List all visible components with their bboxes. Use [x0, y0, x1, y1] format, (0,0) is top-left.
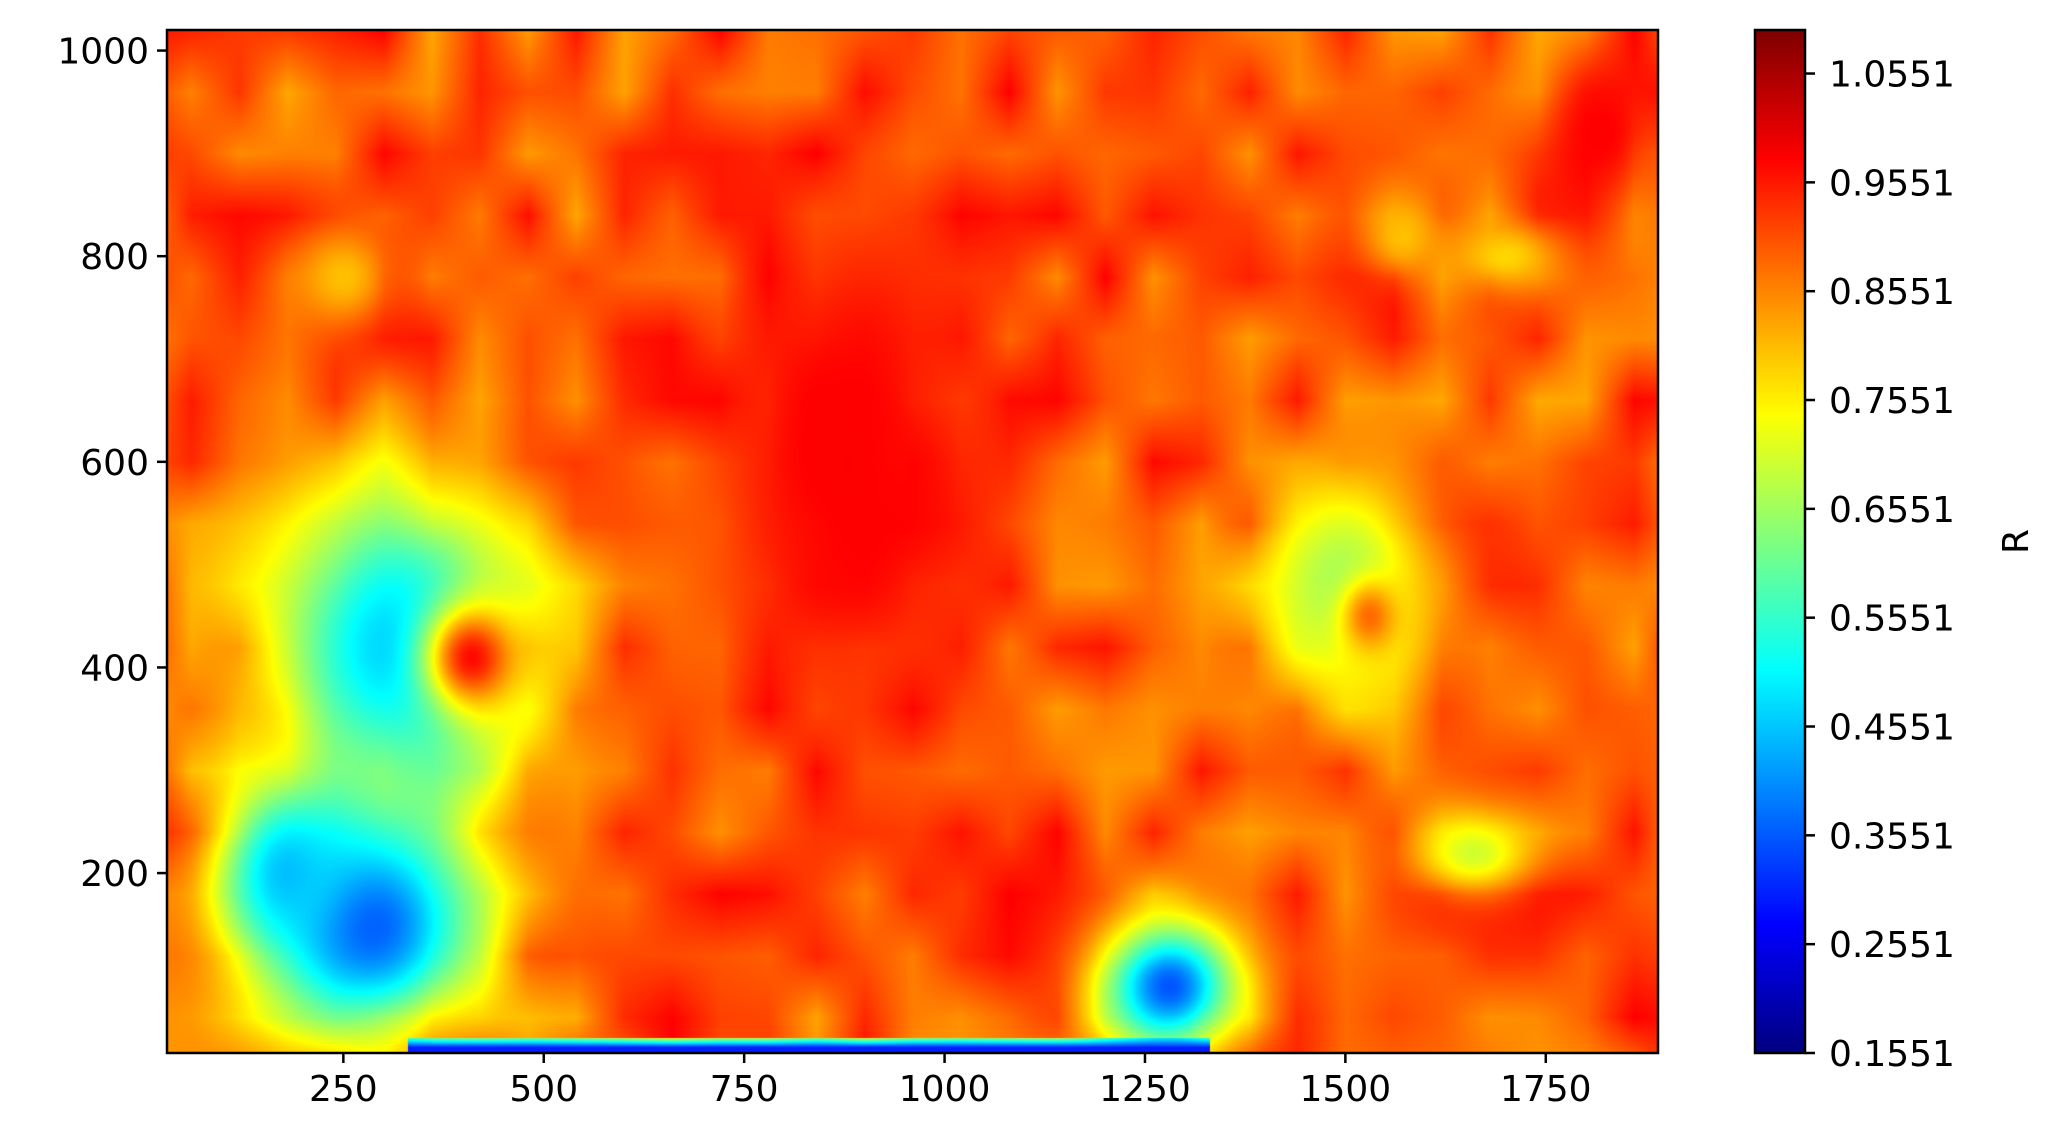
colorbar-tick-label: 0.8551 — [1829, 272, 1955, 313]
y-tick-label: 800 — [80, 237, 149, 278]
x-tick-label: 750 — [710, 1069, 779, 1110]
colorbar-tick-label: 0.1551 — [1829, 1034, 1955, 1075]
x-tick-label: 1250 — [1099, 1069, 1191, 1110]
x-tick-label: 1000 — [899, 1069, 991, 1110]
heatmap-surface — [167, 30, 1658, 1053]
colorbar-tick-label: 0.7551 — [1829, 381, 1955, 422]
y-axis-ticks: 200 400 600 800 1000 — [57, 32, 167, 895]
x-tick-label: 1750 — [1500, 1069, 1592, 1110]
x-tick-label: 500 — [509, 1069, 578, 1110]
colorbar-tick-label: 1.0551 — [1829, 55, 1955, 96]
colorbar-tick-label: 0.3551 — [1829, 816, 1955, 857]
x-tick-label: 250 — [309, 1069, 378, 1110]
colorbar-tick-label: 0.5551 — [1829, 599, 1955, 640]
y-tick-label: 200 — [80, 854, 149, 895]
colorbar-frame — [1753, 28, 1807, 1055]
colorbar-tick-label: 0.6551 — [1829, 490, 1955, 531]
colorbar-gradient — [1755, 30, 1805, 1053]
y-tick-label: 400 — [80, 648, 149, 689]
colorbar-label: R — [1996, 529, 2037, 554]
plot-frame — [165, 28, 1660, 1055]
y-tick-label: 1000 — [57, 32, 149, 73]
y-tick-label: 600 — [80, 443, 149, 484]
colorbar-tick-label: 0.9551 — [1829, 163, 1955, 204]
x-axis-ticks: 250 500 750 1000 1250 1500 1750 — [309, 1053, 1592, 1110]
colorbar-tick-label: 0.4551 — [1829, 708, 1955, 749]
colorbar-ticks: 0.1551 0.2551 0.3551 0.4551 0.5551 0.6551 0.75… — [1805, 55, 1955, 1075]
x-tick-label: 1500 — [1300, 1069, 1392, 1110]
colorbar-tick-label: 0.2551 — [1829, 925, 1955, 966]
